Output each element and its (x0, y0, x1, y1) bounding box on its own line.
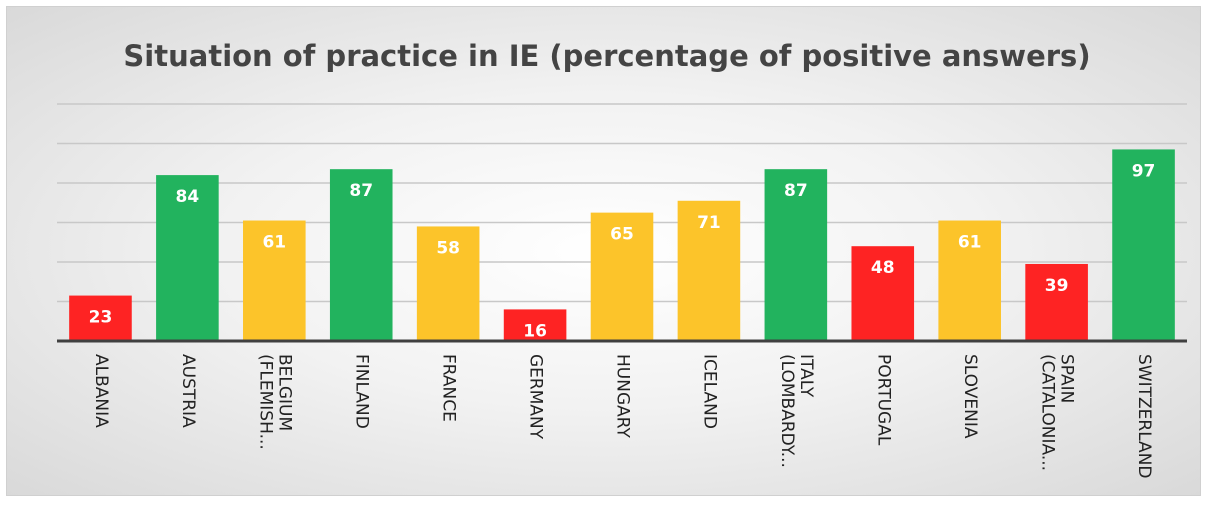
x-tick-label: ITALY (LOMBARDY... (776, 354, 816, 468)
data-label: 16 (523, 321, 547, 341)
bar (590, 212, 654, 341)
bar (156, 175, 219, 341)
bar (243, 220, 306, 341)
data-label: 84 (176, 187, 200, 207)
x-tick-label: GERMANY (525, 354, 546, 440)
data-label: 97 (1132, 161, 1156, 181)
bar (1112, 149, 1175, 341)
x-tick-label: SPAIN (CATALONIA... (1037, 354, 1077, 472)
data-label: 48 (871, 258, 895, 278)
x-tick-label: ICELAND (699, 354, 720, 429)
data-label: 23 (89, 308, 113, 328)
x-tick-label: SLOVENIA (960, 354, 981, 439)
data-label: 71 (697, 213, 721, 233)
data-label: 87 (784, 181, 808, 201)
data-label: 61 (262, 233, 286, 253)
x-tick-label: HUNGARY (612, 354, 633, 438)
data-label: 58 (436, 238, 460, 258)
bar (416, 226, 480, 341)
bar (69, 295, 132, 341)
data-label: 39 (1045, 276, 1069, 296)
bar (503, 309, 567, 341)
x-tick-label: FRANCE (438, 354, 459, 422)
bar (677, 200, 741, 341)
x-tick-label: AUSTRIA (177, 354, 198, 428)
bar (851, 246, 915, 341)
data-label: 61 (958, 233, 982, 253)
bar (938, 220, 1001, 341)
data-label: 65 (610, 225, 634, 245)
x-tick-label: SWITZERLAND (1134, 354, 1155, 479)
x-tick-label: ALBANIA (90, 354, 111, 428)
chart-title: Situation of practice in IE (percentage … (123, 39, 1090, 73)
bar (1025, 263, 1088, 341)
data-label: 87 (349, 181, 373, 201)
x-tick-label: BELGIUM (FLEMISH... (255, 354, 295, 450)
bar (329, 169, 393, 341)
x-tick-label: PORTUGAL (873, 354, 894, 446)
bar (764, 169, 828, 341)
x-tick-label: FINLAND (351, 354, 372, 429)
